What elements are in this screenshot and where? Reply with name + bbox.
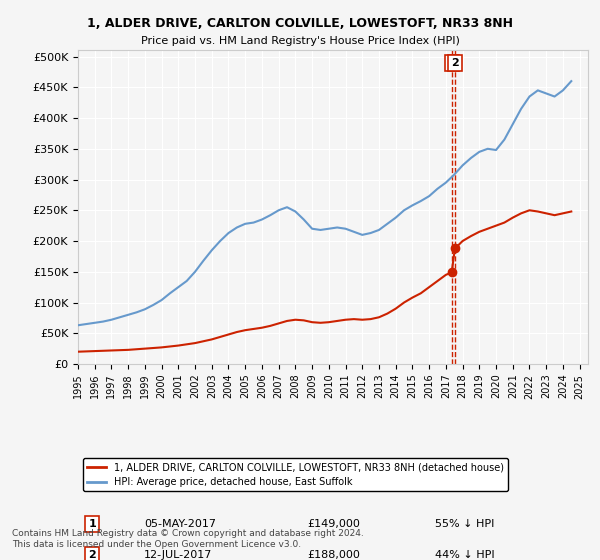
Text: 2: 2 xyxy=(88,550,96,560)
Text: 1: 1 xyxy=(88,519,96,529)
Text: 55% ↓ HPI: 55% ↓ HPI xyxy=(435,519,494,529)
Text: 1, ALDER DRIVE, CARLTON COLVILLE, LOWESTOFT, NR33 8NH: 1, ALDER DRIVE, CARLTON COLVILLE, LOWEST… xyxy=(87,17,513,30)
Text: 2: 2 xyxy=(451,58,459,68)
Text: Price paid vs. HM Land Registry's House Price Index (HPI): Price paid vs. HM Land Registry's House … xyxy=(140,36,460,46)
Text: 12-JUL-2017: 12-JUL-2017 xyxy=(145,550,212,560)
Text: 1: 1 xyxy=(448,58,455,68)
Text: 44% ↓ HPI: 44% ↓ HPI xyxy=(435,550,494,560)
Legend: 1, ALDER DRIVE, CARLTON COLVILLE, LOWESTOFT, NR33 8NH (detached house), HPI: Ave: 1, ALDER DRIVE, CARLTON COLVILLE, LOWEST… xyxy=(83,458,508,491)
Text: £149,000: £149,000 xyxy=(308,519,361,529)
Text: £188,000: £188,000 xyxy=(308,550,361,560)
Text: 05-MAY-2017: 05-MAY-2017 xyxy=(145,519,217,529)
Text: Contains HM Land Registry data © Crown copyright and database right 2024.
This d: Contains HM Land Registry data © Crown c… xyxy=(12,529,364,549)
